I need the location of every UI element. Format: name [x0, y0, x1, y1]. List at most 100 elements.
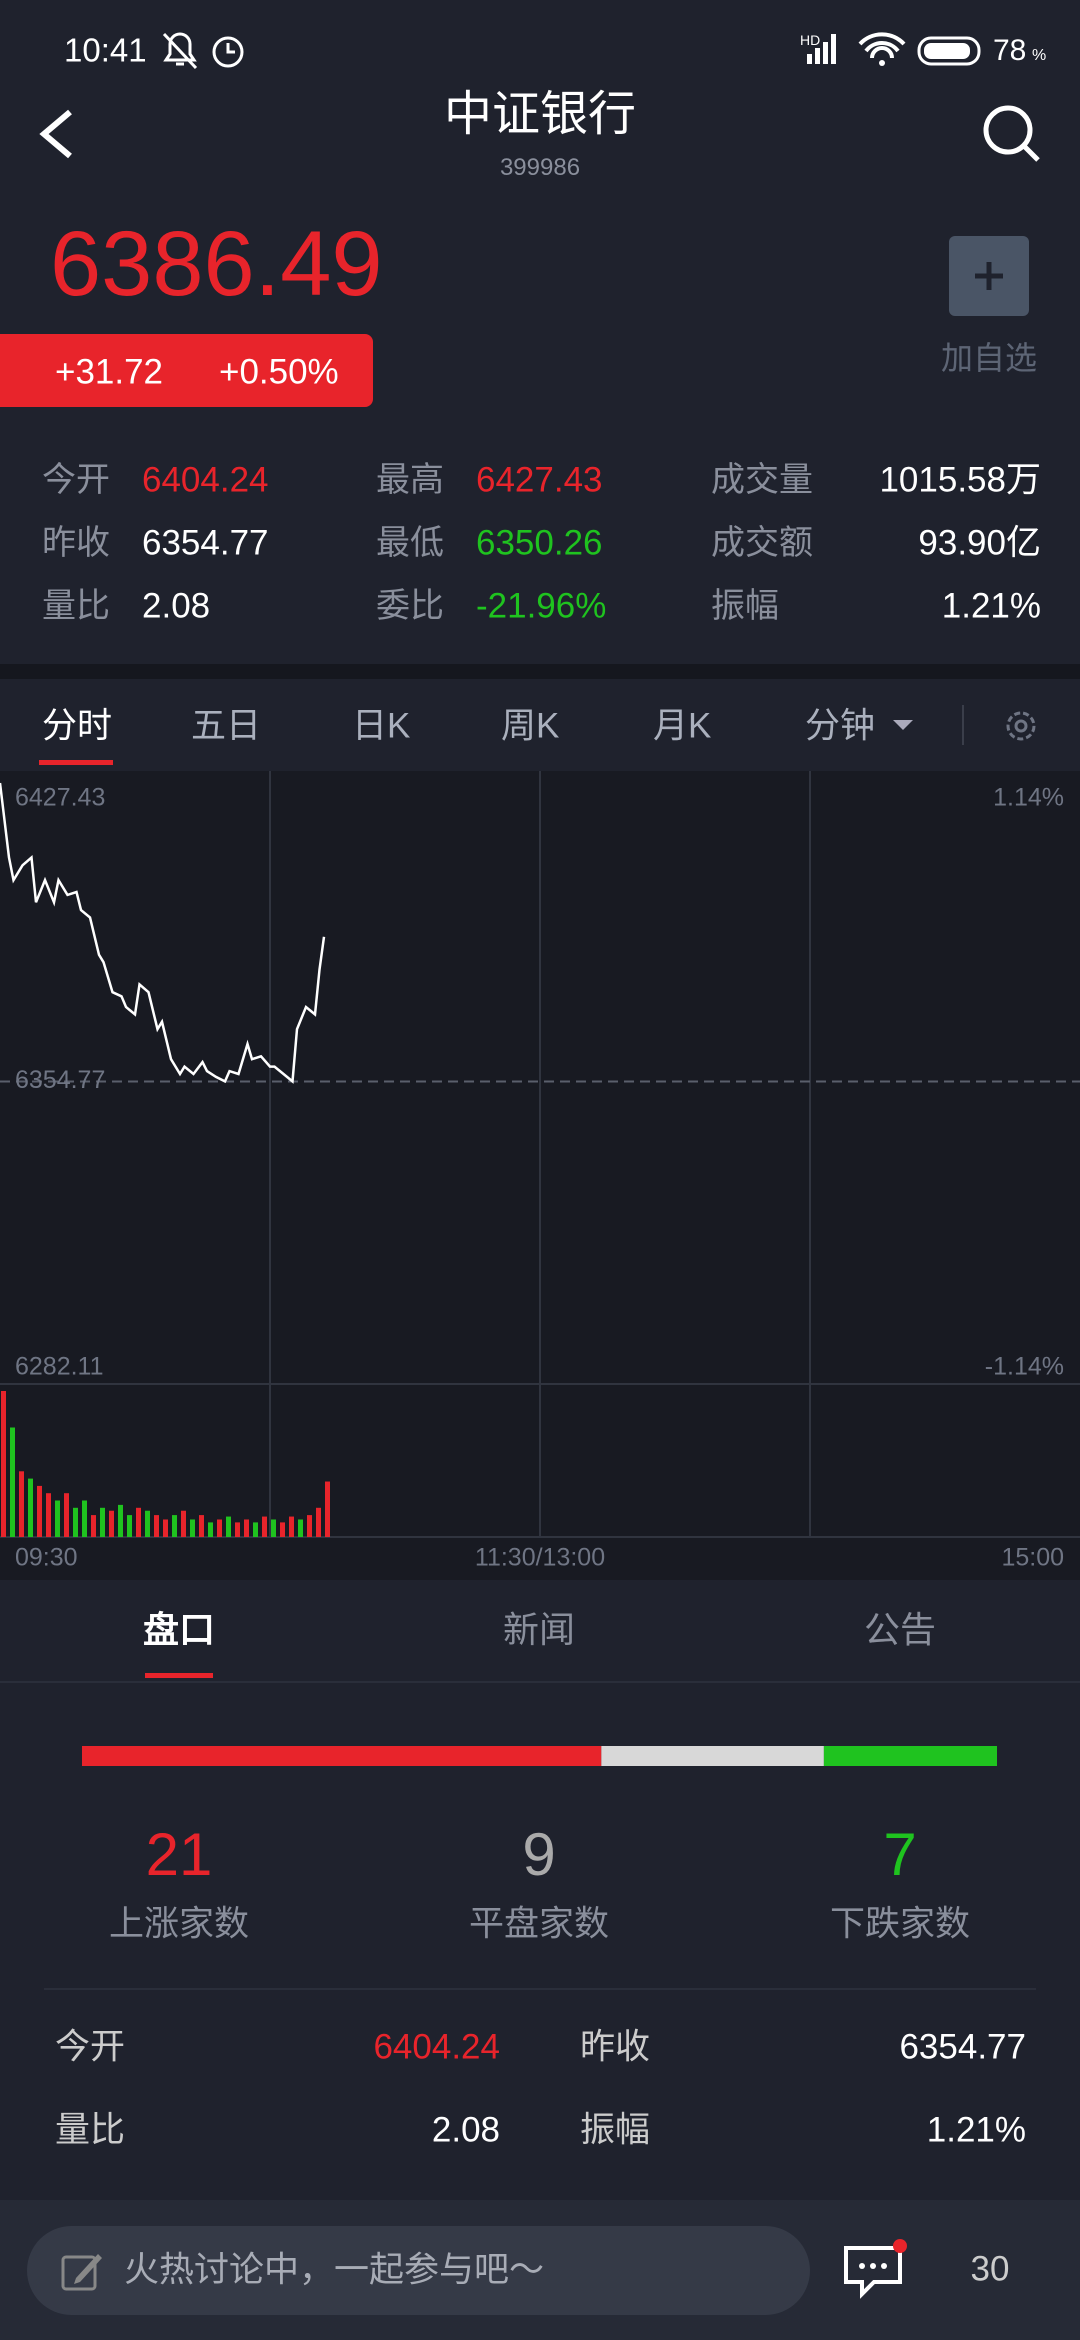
title: 中证银行 [443, 88, 637, 141]
table-value: 2.08 [431, 2110, 500, 2150]
chart-tab: 周K [501, 706, 560, 746]
table-label: 振幅 [580, 2110, 651, 2150]
breadth-bar [82, 1746, 997, 1766]
volume-bar [262, 1516, 267, 1537]
stat-label: 量比 [42, 587, 110, 625]
tab-underline [39, 760, 113, 765]
status-icons [162, 32, 244, 70]
y-tick-label: 6354.77 [15, 1066, 105, 1094]
chart-tab: 日K [352, 706, 411, 746]
table-label: 今开 [55, 2027, 126, 2067]
stat-label: 最低 [376, 524, 444, 562]
panel-tab: 公告 [863, 1609, 937, 1650]
volume-bar [226, 1516, 231, 1537]
up-count: 21 [145, 1821, 213, 1888]
watch-button[interactable] [949, 236, 1029, 316]
stat-value: -21.96% [476, 586, 607, 626]
table-value: 6354.77 [899, 2027, 1026, 2067]
flat-label: 平盘家数 [468, 1904, 610, 1944]
table-label: 量比 [55, 2110, 126, 2150]
volume-bar [109, 1510, 114, 1537]
comment-button[interactable] [840, 2236, 910, 2306]
battery-level: 78 [993, 34, 1027, 67]
volume-bar [64, 1493, 69, 1537]
volume-bar [55, 1500, 60, 1537]
tab-separator [962, 705, 964, 745]
divider [44, 1988, 1036, 1990]
back-button[interactable] [30, 104, 90, 164]
volume-bar [244, 1519, 249, 1537]
stat-value: 1015.58万 [879, 460, 1041, 500]
flat-count: 9 [522, 1821, 556, 1888]
up-label: 上涨家数 [108, 1904, 250, 1944]
volume-bar [190, 1519, 195, 1537]
table-value: 1.21% [926, 2110, 1026, 2150]
volume-bar [298, 1519, 303, 1537]
breadth-segment [823, 1746, 997, 1766]
volume-bar [1, 1391, 6, 1537]
stat-value: 6427.43 [476, 460, 603, 500]
network-type: HD [800, 32, 821, 48]
volume-bar [199, 1515, 204, 1537]
y2-tick-label: -1.14% [985, 1353, 1064, 1381]
chart-tab: 月K [653, 706, 712, 746]
volume-bar [127, 1515, 132, 1537]
volume-bar [289, 1516, 294, 1537]
y2-tick-label: 1.14% [993, 784, 1064, 812]
stat-label: 委比 [376, 587, 444, 625]
breadth-segment [601, 1746, 824, 1766]
volume-bar [28, 1478, 33, 1537]
change: +31.72 [55, 352, 164, 392]
plus-icon [975, 262, 1003, 290]
divider [0, 664, 1080, 679]
settings-button[interactable] [1000, 705, 1042, 747]
watch-label: 加自选 [940, 340, 1038, 376]
table-label: 昨收 [580, 2027, 651, 2067]
comment-input[interactable] [27, 2226, 810, 2315]
volume-bar [253, 1522, 258, 1537]
stat-label: 振幅 [711, 587, 779, 625]
status-right-icons [807, 32, 981, 66]
volume-bar [118, 1504, 123, 1537]
chart-tab: 分时 [42, 706, 113, 746]
volume-bar [316, 1507, 321, 1537]
price-line [0, 782, 326, 1084]
stat-value: 6354.77 [142, 523, 269, 563]
chart-tab: 五日 [191, 706, 262, 746]
stat-value: 93.90亿 [918, 523, 1041, 563]
x-tick-label: 09:30 [15, 1544, 78, 1572]
panel-tab: 盘口 [142, 1609, 216, 1650]
stat-label: 昨收 [42, 524, 110, 562]
stat-label: 今开 [42, 461, 110, 499]
volume-bar [145, 1510, 150, 1537]
volume-bar [172, 1515, 177, 1537]
chart-tab: 分钟 [805, 706, 876, 746]
volume-bar [46, 1493, 51, 1537]
volume-bar [100, 1507, 105, 1537]
volume-bar [154, 1515, 159, 1537]
volume-bar [37, 1485, 42, 1537]
intraday-chart: 6282.11 6354.77 6427.43 -1.14% 1.14% 09:30 11:… [0, 771, 1080, 1580]
stat-label: 最高 [376, 461, 444, 499]
down-count: 7 [883, 1821, 917, 1888]
y-tick-label: 6427.43 [15, 784, 105, 812]
search-button[interactable] [980, 102, 1044, 166]
change-pct: +0.50% [219, 352, 339, 392]
volume-bar [10, 1427, 15, 1537]
panel-tab-underline [145, 1673, 213, 1678]
volume-bar [271, 1519, 276, 1537]
stat-value: 6350.26 [476, 523, 603, 563]
volume-bar [163, 1519, 168, 1537]
code: 399986 [499, 154, 581, 181]
volume-bar [73, 1507, 78, 1537]
breadth-segment [82, 1746, 602, 1766]
volume-bar [82, 1500, 87, 1537]
edit-icon [61, 2254, 102, 2291]
volume-bar [307, 1515, 312, 1537]
volume-bar [91, 1515, 96, 1537]
table-value: 6404.24 [373, 2027, 500, 2067]
volume-bar [280, 1522, 285, 1537]
stat-value: 2.08 [142, 586, 211, 626]
volume-bar [19, 1471, 24, 1537]
